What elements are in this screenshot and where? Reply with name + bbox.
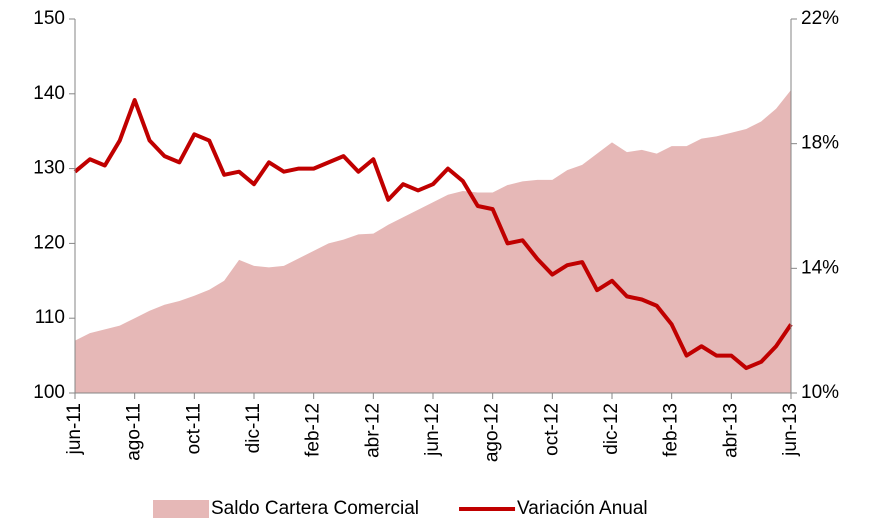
x-tick-label: feb-13 (661, 403, 682, 457)
y-tick-label: 120 (33, 232, 65, 253)
legend-label: Saldo Cartera Comercial (211, 498, 419, 519)
x-tick-label: ago-11 (124, 403, 145, 461)
x-tick-label: jun-13 (780, 403, 801, 457)
line (73, 98, 793, 371)
legend-label: Variación Anual (517, 498, 648, 519)
y-tick-label: 140 (33, 83, 65, 104)
legend-swatch (153, 500, 209, 518)
x-tick-label: abr-13 (720, 403, 741, 458)
y2-tick-label: 22% (801, 8, 839, 29)
x-tick-label: dic-12 (601, 403, 622, 455)
y-tick-label: 130 (33, 158, 65, 179)
x-tick-label: jun-11 (64, 403, 85, 455)
x-tick-label: dic-11 (243, 403, 264, 453)
x-tick-label: feb-12 (303, 403, 324, 457)
x-tick-label: jun-12 (422, 403, 443, 457)
x-tick-label: abr-12 (362, 403, 383, 458)
x-tick-label: oct-11 (183, 403, 204, 454)
x-tick-label: oct-12 (541, 403, 562, 456)
y-tick-label: 100 (33, 382, 65, 403)
y-tick-label: 110 (35, 307, 65, 328)
x-tick-label: ago-12 (482, 403, 503, 462)
y2-tick-label: 14% (801, 257, 839, 278)
y-tick-label: 150 (33, 8, 65, 29)
y2-tick-label: 10% (801, 382, 839, 403)
y2-tick-label: 18% (801, 133, 839, 154)
area (75, 90, 791, 393)
